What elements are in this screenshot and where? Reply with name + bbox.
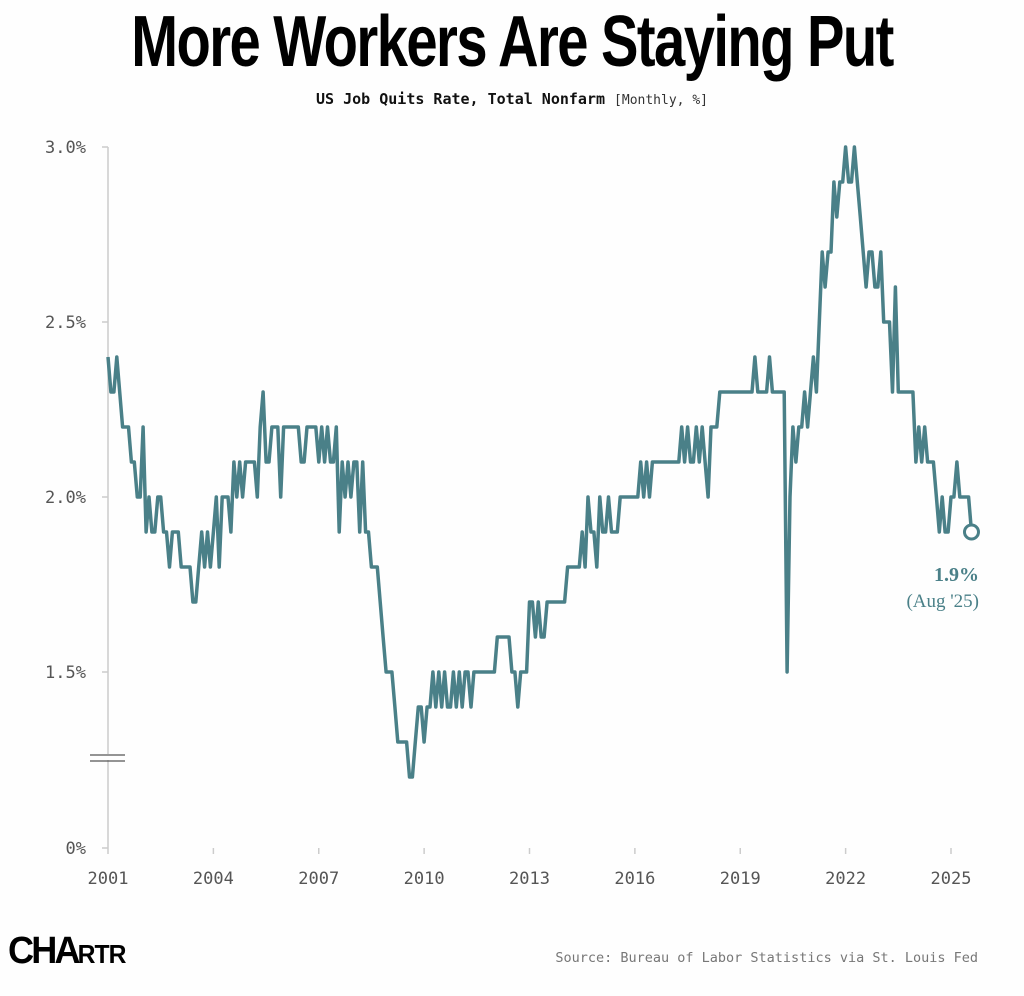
x-tick-label: 2007 bbox=[298, 869, 339, 889]
x-tick-label: 2025 bbox=[931, 869, 972, 889]
y-tick-label: 3.0% bbox=[45, 138, 86, 158]
x-tick-label: 2013 bbox=[509, 869, 550, 889]
x-tick-label: 2004 bbox=[193, 869, 234, 889]
chart-subtitle: US Job Quits Rate, Total Nonfarm [Monthl… bbox=[0, 90, 1024, 108]
x-tick-label: 2010 bbox=[404, 869, 445, 889]
y-tick-label: 2.0% bbox=[45, 488, 86, 508]
annotation-date: (Aug '25) bbox=[906, 591, 979, 612]
y-tick-label: 0% bbox=[66, 839, 86, 859]
subtitle-text: US Job Quits Rate, Total Nonfarm bbox=[316, 90, 606, 108]
x-tick-label: 2016 bbox=[614, 869, 655, 889]
y-tick-label: 1.5% bbox=[45, 663, 86, 683]
x-tick-label: 2022 bbox=[825, 869, 866, 889]
chart-title: More Workers Are Staying Put bbox=[131, 2, 894, 82]
quits-rate-line bbox=[106, 145, 974, 779]
annotation-value: 1.9% bbox=[934, 564, 979, 586]
chartr-logo: CHARTR bbox=[8, 930, 127, 972]
source-note: Source: Bureau of Labor Statistics via S… bbox=[555, 950, 978, 966]
subtitle-units: [Monthly, %] bbox=[614, 93, 708, 108]
x-tick-label: 2019 bbox=[720, 869, 761, 889]
y-tick-label: 2.5% bbox=[45, 313, 86, 333]
latest-point-marker bbox=[962, 523, 980, 541]
x-tick-label: 2001 bbox=[88, 869, 129, 889]
